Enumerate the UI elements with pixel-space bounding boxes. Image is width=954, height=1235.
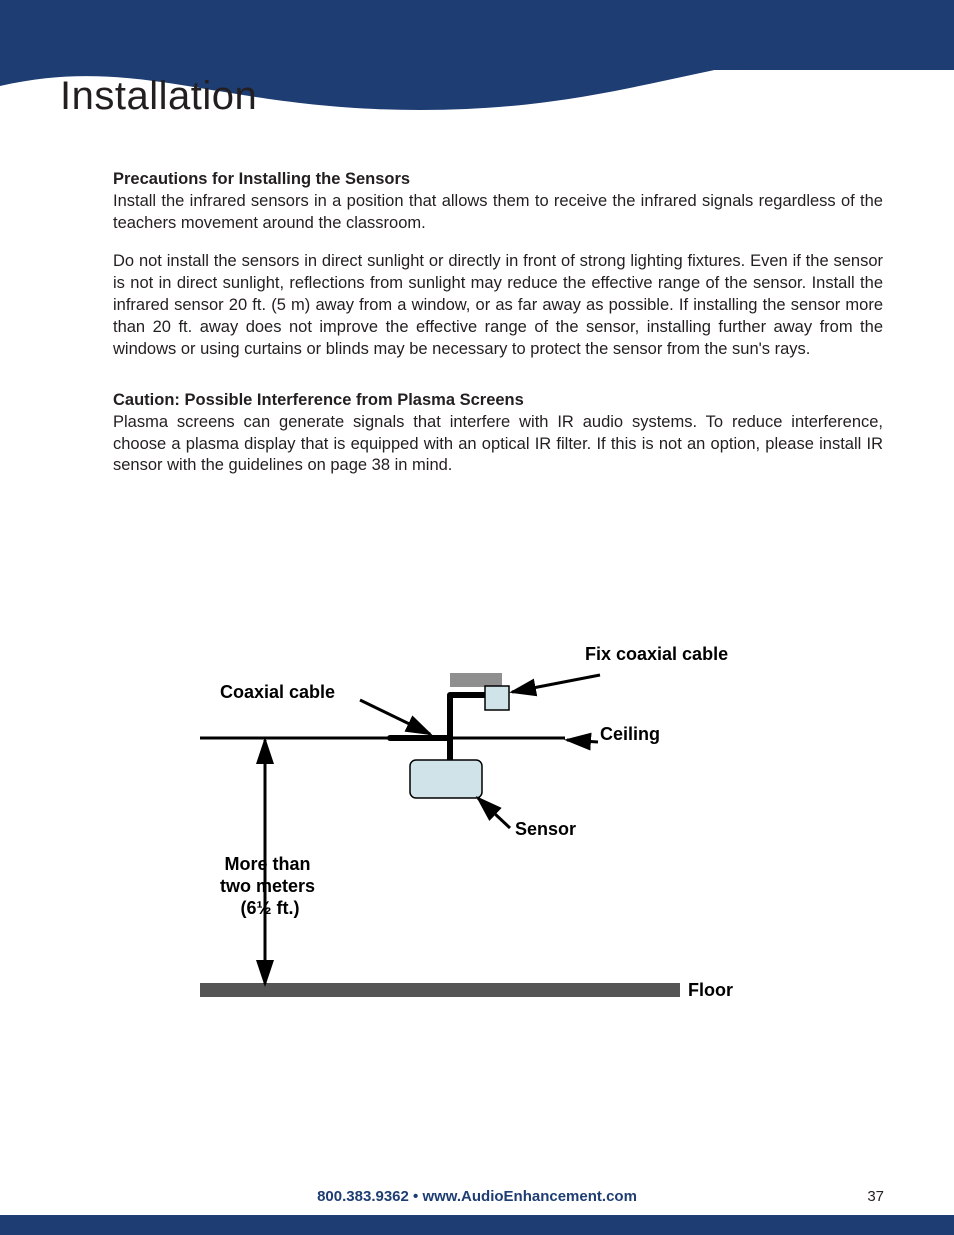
sensor-box (410, 760, 482, 798)
label-sensor: Sensor (515, 819, 576, 839)
header-swoop (0, 0, 954, 140)
coax-cable (390, 695, 485, 738)
connector-box (485, 686, 509, 710)
precautions-para-1: Install the infrared sensors in a positi… (113, 191, 883, 235)
precautions-heading: Precautions for Installing the Sensors (113, 170, 883, 189)
pointer-arrow (478, 798, 510, 828)
pointer-arrow (360, 700, 430, 734)
label-height: More than two meters (6½ ft.) (220, 854, 320, 918)
footer-band (0, 1215, 954, 1235)
install-diagram: Coaxial cable Fix coaxial cable Ceiling … (160, 640, 800, 1040)
label-height-1: More than (224, 854, 310, 874)
caution-para-1: Plasma screens can generate signals that… (113, 412, 883, 478)
footer: 800.383.9362 • www.AudioEnhancement.com … (0, 1181, 954, 1235)
mount-bar (450, 673, 502, 687)
label-coax: Coaxial cable (220, 682, 335, 702)
page: Installation Precautions for Installing … (0, 0, 954, 1235)
pointer-arrow (567, 740, 598, 742)
page-title: Installation (60, 74, 257, 119)
caution-heading: Caution: Possible Interference from Plas… (113, 391, 883, 410)
pointer-arrow (512, 675, 600, 692)
label-ceiling: Ceiling (600, 724, 660, 744)
label-fix-coax: Fix coaxial cable (585, 644, 728, 664)
label-floor: Floor (688, 980, 733, 1000)
precautions-para-2: Do not install the sensors in direct sun… (113, 251, 883, 361)
label-height-2: two meters (220, 876, 315, 896)
page-number: 37 (867, 1188, 884, 1205)
footer-text: 800.383.9362 • www.AudioEnhancement.com (0, 1188, 954, 1205)
label-height-3: (6½ ft.) (240, 898, 299, 918)
body-content: Precautions for Installing the Sensors I… (113, 170, 883, 493)
